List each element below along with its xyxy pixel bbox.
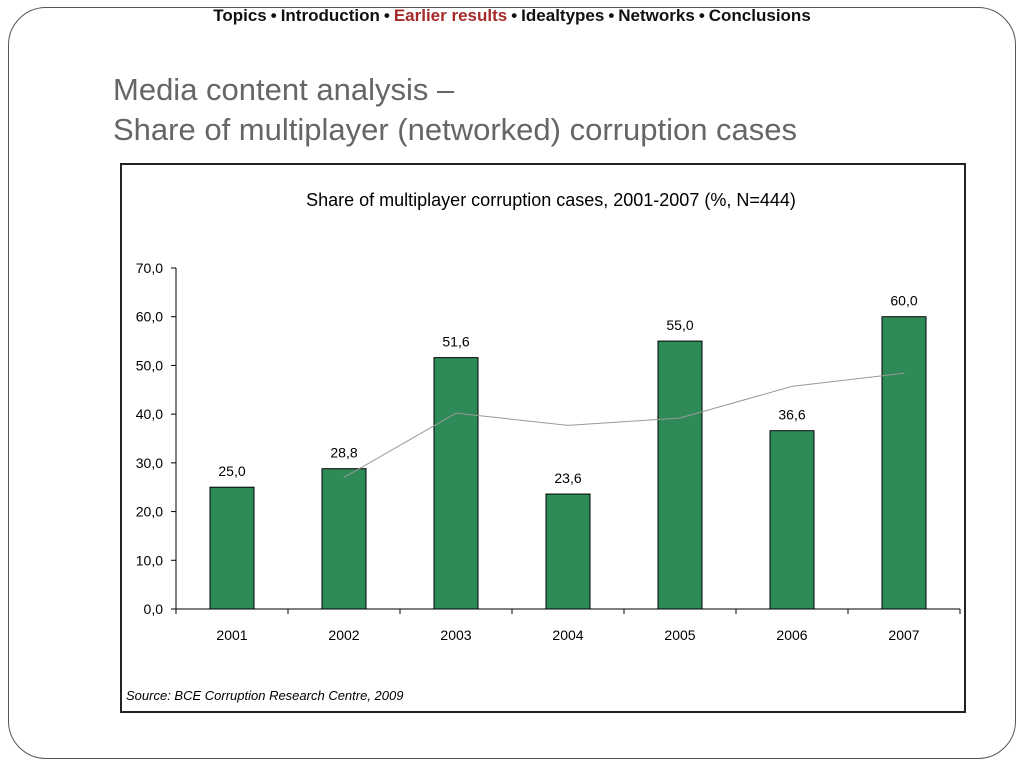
y-tick-label: 50,0 — [136, 357, 163, 373]
topic-navigation: Topics • Introduction • Earlier results • Idea… — [0, 6, 1024, 26]
y-tick-label: 10,0 — [136, 552, 163, 568]
y-tick-label: 40,0 — [136, 406, 163, 422]
x-tick-label: 2006 — [776, 627, 807, 643]
x-tick-label: 2003 — [440, 627, 471, 643]
slide-frame — [8, 7, 1016, 759]
slide-title: Media content analysis – Share of multip… — [113, 70, 797, 150]
data-label: 36,6 — [778, 407, 805, 423]
nav-separator: • — [270, 6, 277, 25]
chart-title: Share of multiplayer corruption cases, 2… — [306, 190, 796, 210]
data-label: 23,6 — [554, 470, 581, 486]
bar — [321, 468, 367, 610]
nav-separator: • — [608, 6, 615, 25]
y-tick-label: 70,0 — [136, 260, 163, 276]
x-tick-label: 2005 — [664, 627, 695, 643]
nav-item-conclusions[interactable]: Conclusions — [708, 6, 811, 25]
nav-item-topics[interactable]: Topics — [213, 6, 267, 25]
x-tick-label: 2001 — [216, 627, 247, 643]
bar — [433, 357, 479, 610]
bar — [545, 493, 591, 610]
data-label: 51,6 — [442, 334, 469, 350]
x-tick-label: 2004 — [552, 627, 583, 643]
y-tick-label: 0,0 — [144, 601, 164, 617]
nav-item-idealtypes[interactable]: Idealtypes — [521, 6, 605, 25]
chart-source-note: Source: BCE Corruption Research Centre, … — [126, 688, 404, 703]
bar — [209, 486, 255, 610]
slide-title-line-1: Media content analysis – — [113, 72, 455, 107]
nav-item-introduction[interactable]: Introduction — [280, 6, 380, 25]
nav-separator: • — [383, 6, 390, 25]
bar — [769, 430, 815, 610]
data-label: 25,0 — [218, 463, 245, 479]
trend-line — [343, 372, 905, 478]
y-tick-label: 30,0 — [136, 455, 163, 471]
bar — [657, 340, 703, 610]
nav-separator: • — [698, 6, 705, 25]
x-tick-label: 2002 — [328, 627, 359, 643]
data-label: 60,0 — [890, 293, 917, 309]
y-tick-label: 60,0 — [136, 309, 163, 325]
nav-item-earlier-results[interactable]: Earlier results — [393, 6, 508, 25]
nav-item-networks[interactable]: Networks — [618, 6, 695, 25]
y-tick-label: 20,0 — [136, 504, 163, 520]
x-tick-label: 2007 — [888, 627, 919, 643]
nav-separator: • — [511, 6, 518, 25]
data-label: 55,0 — [666, 317, 693, 333]
bar — [881, 316, 927, 610]
data-label: 28,8 — [330, 445, 357, 461]
chart-container — [120, 163, 966, 713]
slide-title-line-2: Share of multiplayer (networked) corrupt… — [113, 112, 798, 147]
